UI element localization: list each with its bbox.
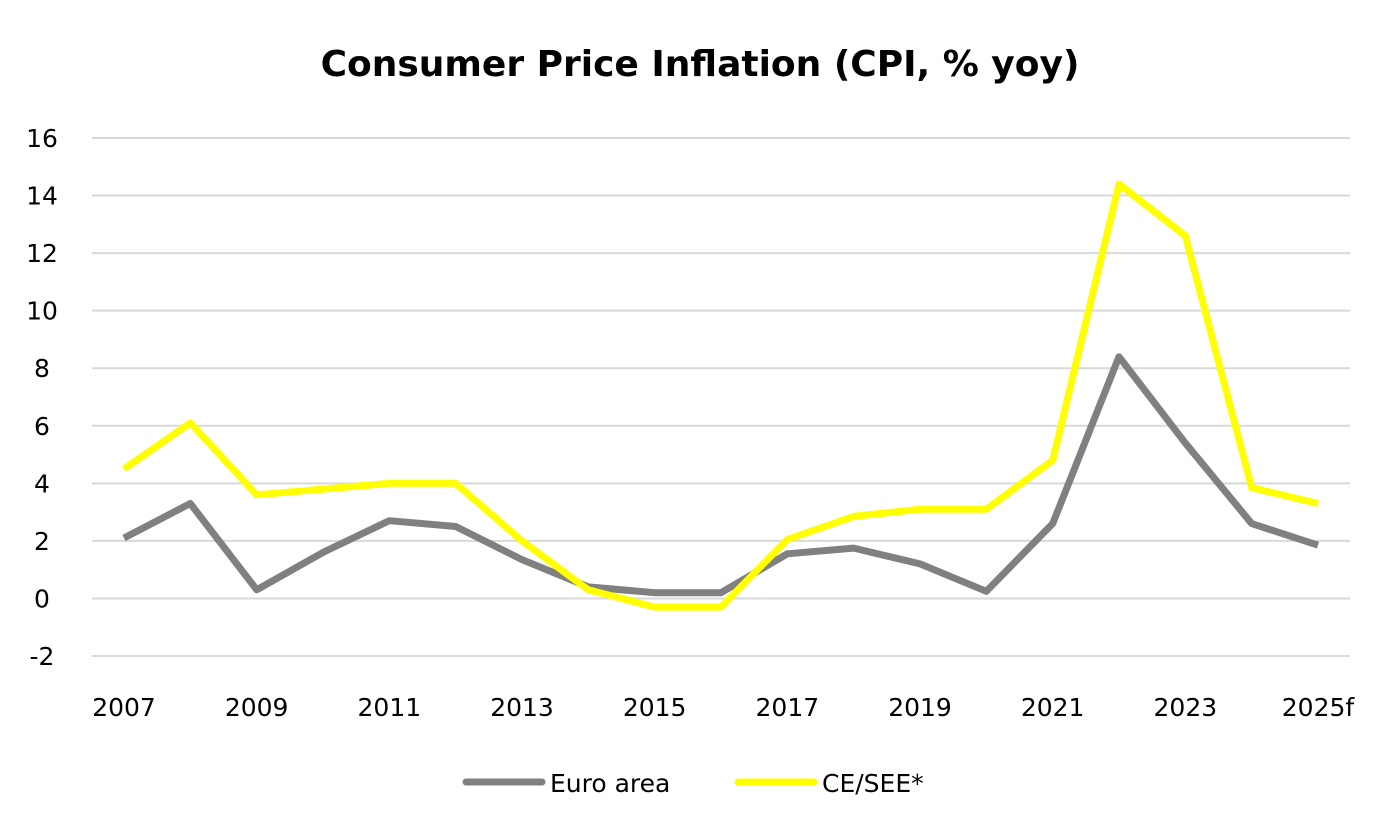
legend: Euro area CE/SEE*	[462, 769, 924, 798]
legend-item-ce-see: CE/SEE*	[734, 769, 924, 798]
x-tick-label: 2013	[490, 693, 554, 722]
y-tick-label: 12	[26, 239, 58, 268]
y-tick-label: 4	[34, 469, 50, 498]
chart-title: Consumer Price Inflation (CPI, % yoy)	[321, 44, 1080, 85]
legend-label-euro-area: Euro area	[550, 769, 670, 798]
x-tick-label: 2015	[623, 693, 687, 722]
x-tick-label: 2011	[358, 693, 422, 722]
x-axis: 2007 2009 2011 2013 2015 2017 2019 2021 2023 2025…	[92, 693, 1355, 722]
legend-item-euro-area: Euro area	[462, 769, 670, 798]
y-tick-label: 14	[26, 182, 58, 211]
x-tick-label: 2019	[888, 693, 952, 722]
x-tick-label: 2023	[1154, 693, 1218, 722]
y-tick-label: 6	[34, 412, 50, 441]
series-line-euro-area	[122, 353, 1320, 597]
y-tick-label: 16	[26, 124, 58, 153]
y-tick-label: 2	[34, 527, 50, 556]
x-tick-label: 2017	[756, 693, 820, 722]
series-lines	[122, 180, 1320, 611]
x-tick-label: 2021	[1021, 693, 1085, 722]
x-tick-label: 2007	[92, 693, 156, 722]
x-tick-label: 2009	[225, 693, 289, 722]
y-tick-label: -2	[30, 642, 55, 671]
y-axis: -2 0 2 4 6 8 10 12 14 16	[26, 124, 58, 671]
series-euro-area	[122, 353, 1320, 597]
y-tick-label: 8	[34, 354, 50, 383]
y-tick-label: 0	[34, 584, 50, 613]
grid-lines	[92, 137, 1350, 657]
series-line-ce-see	[122, 180, 1319, 611]
legend-label-ce-see: CE/SEE*	[822, 769, 924, 798]
series-ce-see	[122, 180, 1319, 611]
x-tick-label: 2025f	[1282, 693, 1356, 722]
y-tick-label: 10	[26, 297, 58, 326]
